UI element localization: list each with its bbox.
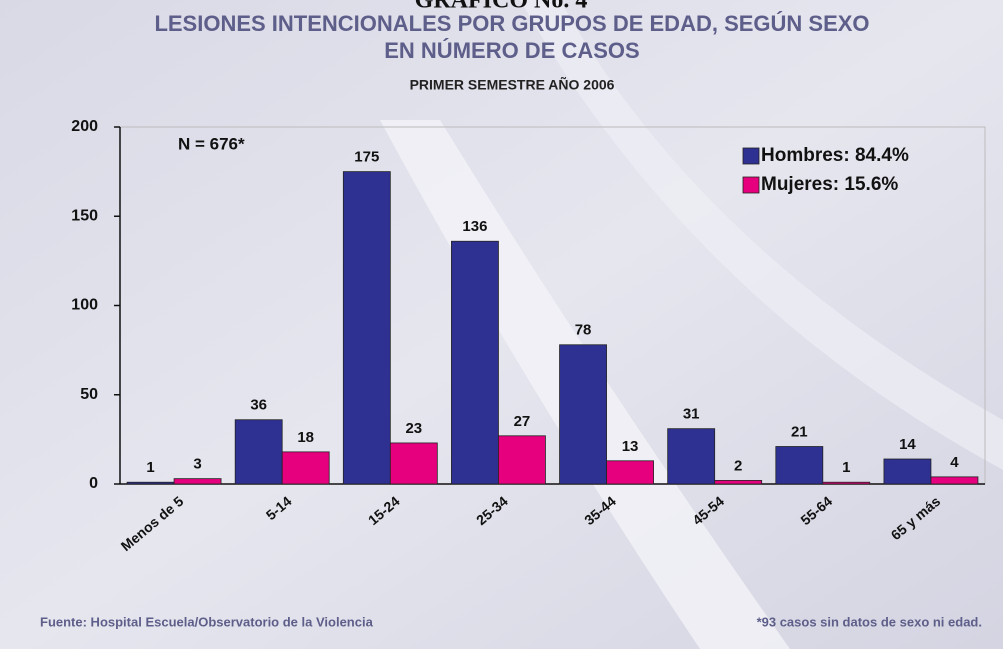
value-label: 21 — [791, 423, 808, 440]
bar — [234, 419, 283, 485]
chart-title: EN NÚMERO DE CASOS — [384, 38, 639, 63]
bar — [606, 460, 654, 485]
legend-label: Mujeres: 15.6% — [761, 174, 898, 195]
bar — [451, 240, 499, 485]
note: *93 casos sin datos de sexo ni edad. — [757, 614, 982, 629]
bar — [126, 481, 175, 485]
y-tick-label: 100 — [71, 297, 98, 314]
value-label: 2 — [734, 457, 742, 474]
bar — [822, 481, 871, 485]
legend-label: Hombres: 84.4% — [761, 145, 909, 166]
subtitle: PRIMER SEMESTRE AÑO 2006 — [410, 76, 615, 93]
value-label: 1 — [842, 459, 850, 476]
y-tick-label: 0 — [89, 475, 98, 492]
value-label: 78 — [575, 322, 592, 339]
bar — [667, 428, 716, 485]
value-label: 31 — [683, 406, 700, 423]
y-tick-label: 50 — [80, 386, 98, 403]
bar — [775, 446, 824, 485]
bar — [930, 476, 979, 485]
bar — [714, 480, 763, 485]
annotation: N = 676* — [178, 134, 245, 153]
legend-swatch — [742, 176, 760, 194]
value-label: 23 — [405, 420, 422, 437]
value-label: 136 — [462, 218, 487, 235]
value-label: 3 — [193, 456, 201, 473]
value-label: 13 — [622, 438, 639, 455]
y-tick-label: 150 — [71, 207, 98, 224]
bar — [173, 478, 222, 485]
value-label: 27 — [514, 413, 531, 430]
value-label: 4 — [950, 454, 959, 471]
source: Fuente: Hospital Escuela/Observatorio de… — [40, 614, 374, 629]
value-label: 14 — [899, 436, 916, 453]
value-label: 36 — [250, 397, 267, 414]
bar — [883, 458, 932, 485]
decoration — [520, 0, 1003, 470]
chart-title: LESIONES INTENCIONALES POR GRUPOS DE EDA… — [154, 11, 869, 36]
bar — [281, 451, 330, 485]
y-tick-label: 200 — [71, 118, 98, 135]
bar — [559, 344, 607, 485]
value-label: 1 — [146, 459, 154, 476]
heading: GRAFICO No. 4 — [415, 0, 588, 14]
value-label: 175 — [354, 149, 379, 166]
bar — [498, 435, 546, 485]
bar — [342, 171, 391, 485]
legend-swatch — [742, 147, 760, 165]
bar — [389, 442, 438, 485]
value-label: 18 — [297, 429, 314, 446]
